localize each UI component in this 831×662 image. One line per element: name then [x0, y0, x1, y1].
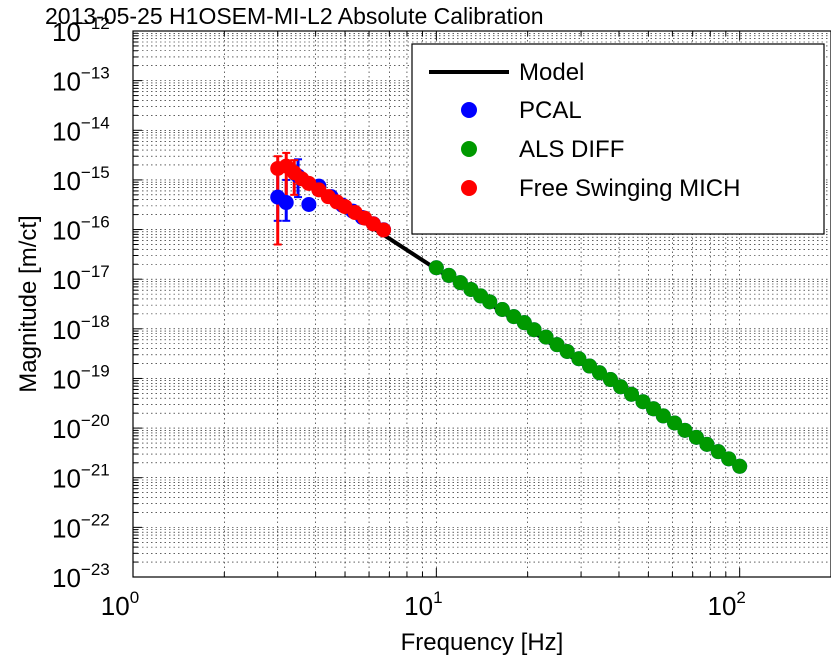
als-diff-point [613, 379, 629, 395]
legend-als-marker [461, 141, 477, 157]
legend-box [411, 43, 825, 235]
y-tick-label: 10−20 [52, 411, 110, 444]
mich-point [376, 222, 392, 238]
als-diff-point [428, 260, 444, 276]
y-axis-label: Magnitude [m/ct] [15, 215, 42, 392]
pcal-point [278, 195, 294, 211]
y-tick-label: 10−22 [52, 510, 110, 543]
legend-pcal-marker [461, 102, 477, 118]
legend-als-label: ALS DIFF [519, 136, 624, 163]
als-diff-point [571, 351, 587, 367]
y-tick-label: 10−13 [52, 64, 110, 97]
y-tick-label: 10−16 [52, 213, 110, 246]
als-diff-point [677, 422, 693, 438]
als-diff-point [559, 343, 575, 359]
y-tick-label: 10−17 [52, 262, 110, 295]
als-diff-point [538, 329, 554, 345]
legend-mich-label: Free Swinging MICH [519, 175, 740, 202]
plot-frame [132, 30, 831, 578]
legend-pcal-label: PCAL [519, 97, 582, 124]
chart-title: 2013-05-25 H1OSEM-MI-L2 Absolute Calibra… [45, 3, 544, 29]
legend-mich-marker [461, 180, 477, 196]
y-tick-label: 10−21 [52, 461, 110, 494]
als-diff-point [494, 302, 510, 318]
als-diff-point [635, 394, 651, 410]
x-axis-label: Frequency [Hz] [401, 629, 564, 656]
als-diff-point [732, 458, 748, 474]
data-markers [270, 158, 748, 474]
als-diff-point [688, 429, 704, 445]
legend: Model PCAL ALS DIFF Free Swinging MICH [411, 43, 825, 235]
als-diff-point [699, 436, 715, 452]
als-diff-point [667, 415, 683, 431]
x-tick-label: 100 [101, 588, 139, 621]
y-tick-label: 10−15 [52, 163, 110, 196]
als-diff-point [655, 408, 671, 424]
y-tick-label: 10−18 [52, 312, 110, 345]
axis-ticks: 100 101 102 10−23 10−22 10−21 10−20 10−19 10−18 1… [52, 14, 746, 621]
y-tick-label: 10−23 [52, 560, 110, 593]
legend-model-label: Model [519, 59, 584, 86]
als-diff-point [624, 386, 640, 402]
x-tick-label: 101 [404, 588, 442, 621]
als-diff-point [526, 322, 542, 338]
y-tick-label: 10−14 [52, 113, 110, 146]
als-diff-point [591, 365, 607, 381]
pcal-point [301, 196, 317, 212]
als-diff-point [710, 444, 726, 460]
y-tick-label: 10−19 [52, 361, 110, 394]
x-tick-label: 102 [707, 588, 745, 621]
als-diff-point [721, 451, 737, 467]
y-tick-label: 10−12 [52, 14, 110, 47]
als-diff-point [441, 267, 457, 283]
als-diff-point [482, 294, 498, 310]
